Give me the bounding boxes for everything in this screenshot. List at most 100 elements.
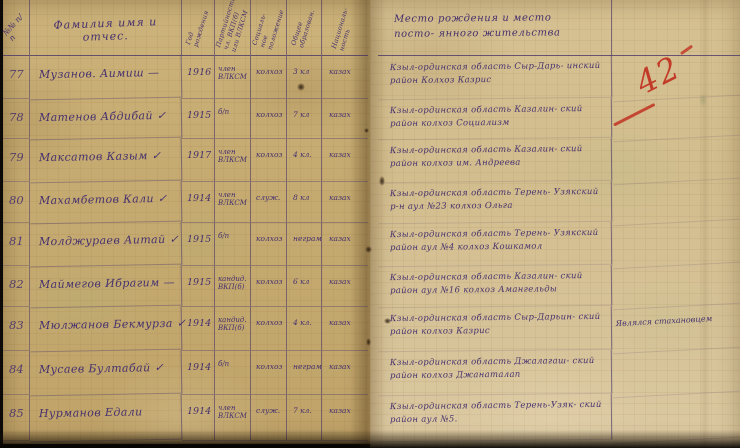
col-header-education: Общее образован. [287, 0, 322, 56]
row-number: 80 [3, 182, 30, 223]
col-header-place-label: Место рождения и место посто- янного жит… [393, 12, 561, 40]
social-position-cell: колхоз [251, 139, 287, 182]
col-header-place: Место рождения и место посто- янного жит… [378, 0, 612, 56]
nationality-cell: казах [322, 56, 368, 99]
row-number: 83 [3, 307, 30, 351]
party-cell: б/п [215, 351, 251, 395]
education-cell: 3 кл [287, 56, 322, 99]
note-cell [611, 178, 740, 227]
education-cell: неграм [287, 223, 322, 266]
note-cell [611, 262, 740, 311]
col-header-party-label: Партийность чл. ВКП(б) или ВЛКСМ [213, 0, 249, 53]
table-left-body: №№ п/п Фамилия имя и отчес. Год рождения… [1, 0, 368, 443]
education-cell: 4 кл. [287, 307, 322, 351]
col-header-party: Партийность чл. ВКП(б) или ВЛКСМ [213, 0, 251, 56]
place-cell: Кзыл-ординская область Терень- Узякский … [377, 180, 613, 225]
paper-hole [365, 246, 372, 253]
paper-hole [297, 83, 305, 91]
paper-hole [364, 128, 369, 133]
name-cell: Маймегов Ибрагим — [29, 264, 183, 309]
place-cell: Кзыл-ординская область Казалин- ский рай… [377, 97, 613, 141]
row-number: 79 [3, 139, 30, 182]
left-page-paper [3, 0, 370, 444]
name-cell: Матенов Абдибай ✓ [29, 97, 183, 141]
birth-year-cell: 1916 [182, 56, 215, 99]
note-cell [610, 347, 740, 399]
col-header-nationality-label: Националь- ность [329, 6, 352, 52]
education-cell: 6 кл [287, 266, 322, 307]
social-position-cell: колхоз [251, 266, 287, 307]
col-header-nationality: Националь- ность [322, 0, 368, 56]
col-header-birth-year-label: Год рождения [184, 9, 211, 48]
scan-bottom-shadow [0, 430, 740, 448]
birth-year-cell: 1914 [182, 307, 215, 351]
nationality-cell: казах [322, 99, 368, 139]
nationality-cell: казах [322, 351, 368, 395]
col-header-notes [612, 0, 740, 56]
social-position-cell: колхоз [251, 307, 287, 351]
row-number: 78 [3, 99, 30, 139]
party-cell: член ВЛКСМ [215, 139, 251, 182]
row-number: 77 [3, 56, 30, 99]
place-cell: Кзыл-ординская область Сыр-Дарь- инский … [377, 54, 613, 101]
col-header-social-label: Социаль- ное положение [250, 8, 285, 51]
table-right-body: Место рождения и место посто- янного жит… [377, 0, 740, 445]
right-page-paper [370, 0, 740, 448]
education-cell: неграм [287, 351, 322, 395]
name-cell: Мусаев Бултабай ✓ [29, 349, 183, 397]
col-header-number-label: №№ п/п [1, 12, 25, 44]
education-cell: 7 кл [287, 99, 322, 139]
paper-crease [700, 0, 710, 448]
place-cell: Кзыл-ординская область Казалин- ский рай… [377, 137, 613, 184]
col-header-name: Фамилия имя и отчес. [30, 0, 182, 56]
col-header-birth-year: Год рождения [182, 0, 215, 56]
party-cell: член ВЛКСМ [215, 56, 251, 99]
col-header-social: Социаль- ное положение [250, 0, 287, 56]
party-cell: кандид. ВКП(б) [215, 266, 251, 307]
place-cell: Кзыл-ординская область Сыр-Дарьин- ский … [377, 305, 613, 353]
birth-year-cell: 1914 [182, 182, 215, 223]
note-cell: Являлся стахановцем [610, 303, 740, 355]
paper-hole [384, 318, 391, 324]
row-number: 82 [3, 266, 30, 307]
social-position-cell: служ. [251, 182, 287, 223]
name-cell: Махамбетов Кали ✓ [29, 180, 183, 225]
name-cell: Молджураев Аитай ✓ [29, 221, 183, 268]
birth-year-cell: 1917 [182, 139, 215, 182]
education-cell: 4 кл. [287, 139, 322, 182]
name-cell: Музанов. Аимиш — [29, 54, 183, 101]
birth-year-cell: 1914 [182, 351, 215, 395]
party-cell: член ВЛКСМ [215, 182, 251, 223]
col-header-number: №№ п/п [1, 0, 30, 56]
nationality-cell: казах [322, 307, 368, 351]
party-cell: б/п [215, 223, 251, 266]
place-cell: Кзыл-ординская область Джалагаш- ский ра… [377, 349, 613, 397]
row-number: 84 [3, 351, 30, 395]
party-cell: б/п [215, 99, 251, 139]
education-cell: 8 кл [287, 182, 322, 223]
birth-year-cell: 1915 [182, 223, 215, 266]
paper-hole [379, 176, 385, 186]
birth-year-cell: 1915 [182, 99, 215, 139]
paper-hole [366, 338, 371, 346]
red-pencil-stroke [613, 102, 656, 127]
name-cell: Максатов Казым ✓ [29, 137, 183, 184]
place-cell: Кзыл-ординская область Казалин- ский рай… [377, 264, 613, 309]
social-position-cell: колхоз [251, 351, 287, 395]
col-header-name-label: Фамилия имя и отчес. [53, 14, 158, 44]
name-cell: Мюлжанов Бекмурза ✓ [29, 305, 186, 353]
row-number: 81 [3, 223, 30, 266]
place-cell: Кзыл-ординская область Терень- Узякский … [377, 221, 613, 268]
nationality-cell: казах [322, 182, 368, 223]
party-cell: кандид. ВКП(б) [215, 307, 251, 351]
nationality-cell: казах [322, 139, 368, 182]
nationality-cell: казах [322, 223, 368, 266]
social-position-cell: колхоз [251, 223, 287, 266]
col-header-education-label: Общее образован. [289, 8, 317, 49]
page-seam-fold [350, 0, 386, 448]
birth-year-cell: 1915 [182, 266, 215, 307]
social-position-cell: колхоз [251, 99, 287, 139]
nationality-cell: казах [322, 266, 368, 307]
social-position-cell: колхоз [251, 56, 287, 99]
